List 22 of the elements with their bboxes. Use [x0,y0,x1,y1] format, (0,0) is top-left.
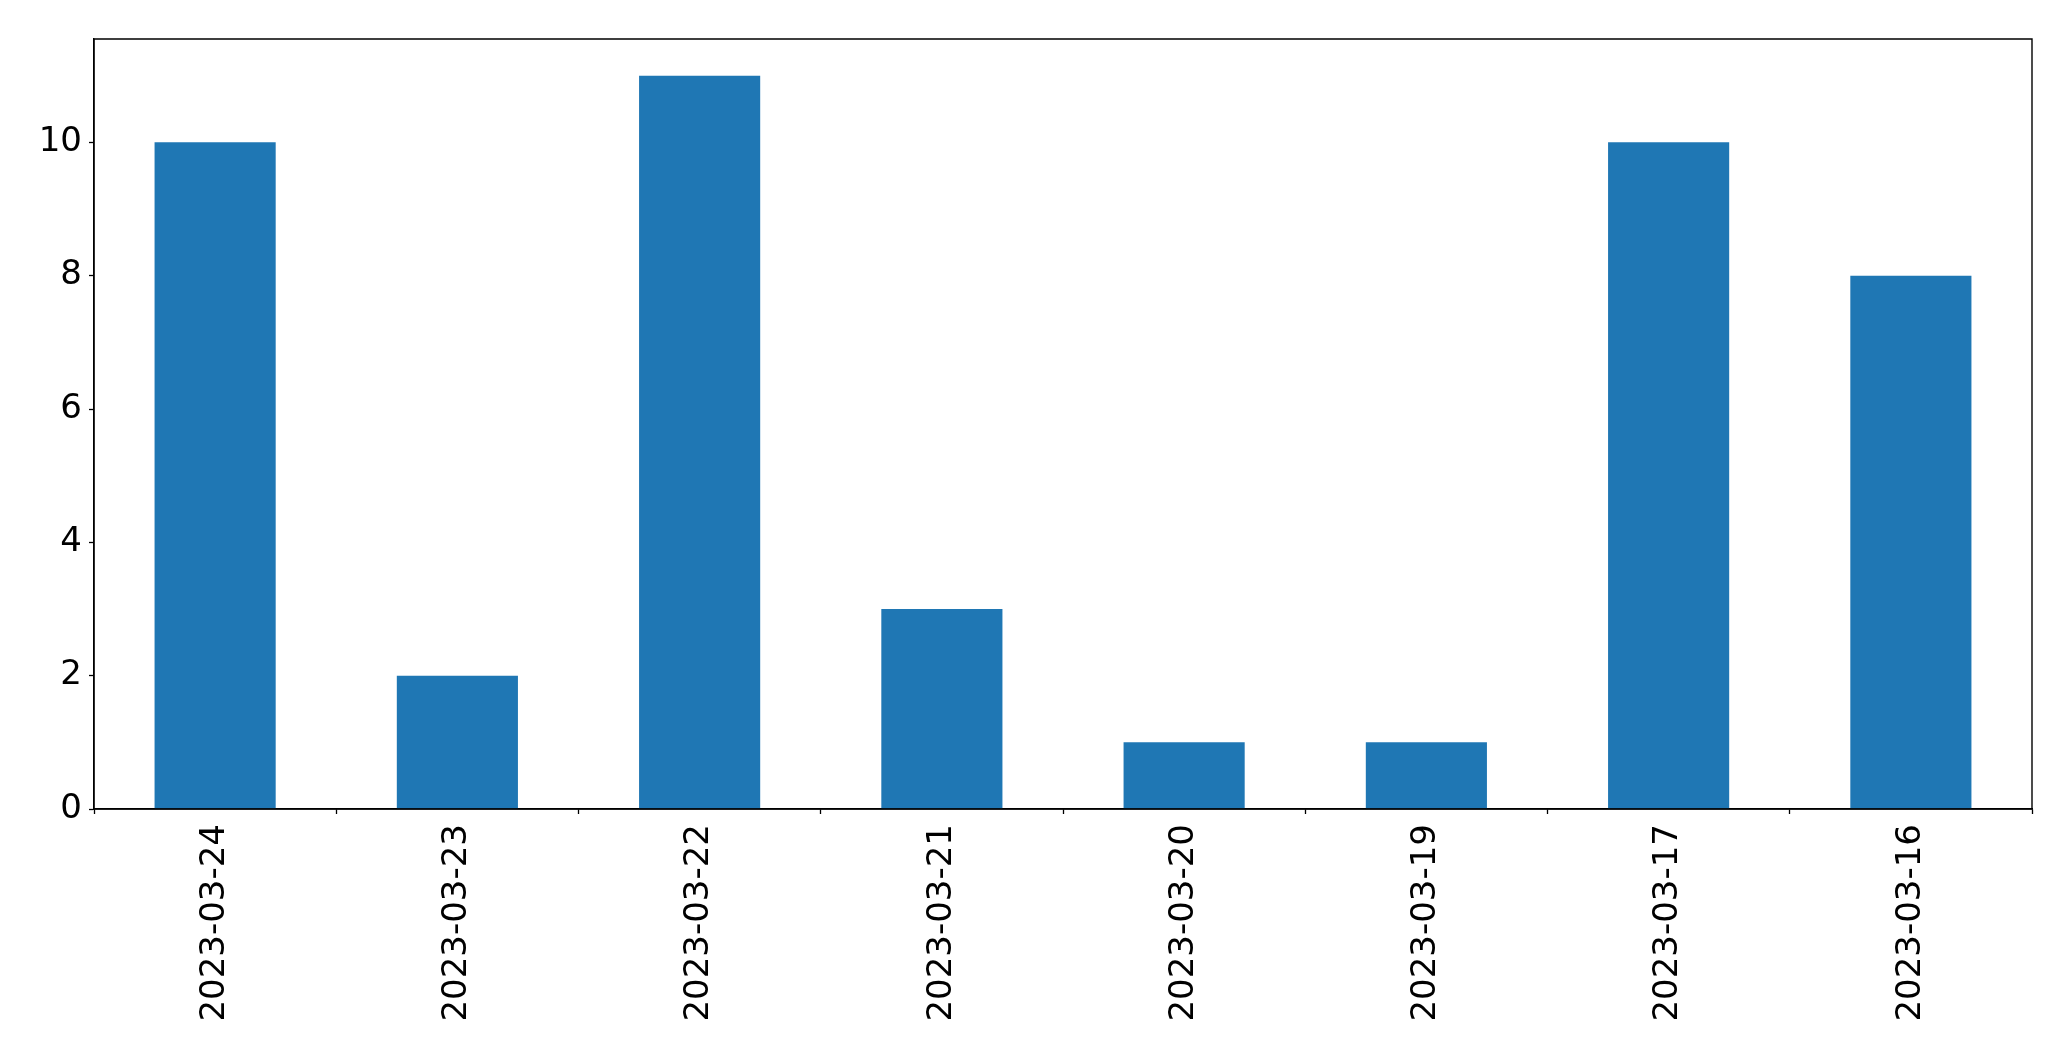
y-tick-label: 10 [38,119,82,160]
bar [154,142,276,809]
bar [1608,142,1730,809]
bar [1365,742,1487,809]
x-tick-label: 2023-03-16 [1887,824,1928,1022]
x-tick-label: 2023-03-23 [434,824,475,1022]
x-tick-label: 2023-03-22 [676,824,717,1022]
x-tick-label: 2023-03-20 [1160,824,1201,1022]
bar [639,75,761,809]
x-tick-label: 2023-03-19 [1403,824,1444,1022]
y-tick-label: 2 [60,652,82,693]
y-tick-label: 4 [60,519,82,560]
bar [881,609,1003,809]
x-tick-label: 2023-03-21 [918,824,959,1022]
x-tick-label: 2023-03-24 [191,824,232,1022]
x-tick-label: 2023-03-17 [1645,824,1686,1022]
bar [396,675,518,809]
y-tick-label: 6 [60,385,82,426]
y-tick-label: 8 [60,252,82,293]
bar [1123,742,1245,809]
y-tick-label: 0 [60,785,82,826]
bar [1850,275,1972,809]
